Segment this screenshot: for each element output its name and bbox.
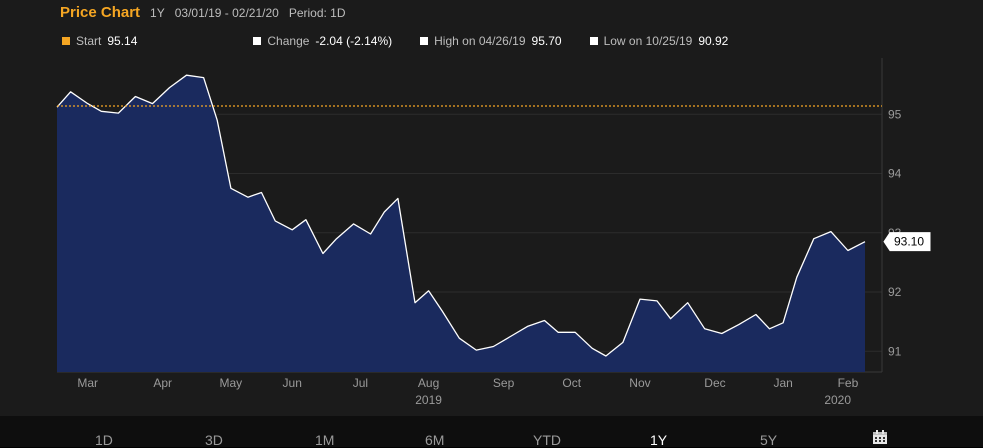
x-tick-label: Nov: [629, 376, 650, 390]
x-tick-label: Oct: [562, 376, 581, 390]
x-tick-label: Feb: [838, 376, 859, 390]
legend-low: Low on 10/25/19 90.92: [589, 34, 729, 48]
x-tick-label: Sep: [493, 376, 515, 390]
price-line: [56, 74, 866, 357]
x-tick-label: Mar: [77, 376, 98, 390]
legend-start: Start 95.14: [62, 34, 137, 48]
x-tick-label: Jan: [773, 376, 792, 390]
high-value: 95.70: [531, 34, 562, 48]
last-value-tag: [883, 232, 931, 252]
high-swatch: [420, 37, 429, 45]
range-button-3d[interactable]: 3D: [205, 432, 223, 448]
year-label: 2019: [415, 393, 442, 407]
range-indicator: 1Y: [150, 6, 165, 20]
legend-change: Change -2.04 (-2.14%): [253, 34, 392, 48]
range-selector: 1D 3D 1M 6M YTD 1Y 5Y: [0, 416, 983, 448]
range-button-6m[interactable]: 6M: [425, 432, 445, 448]
start-label: Start: [76, 34, 102, 48]
price-chart: 9192939495MarAprMayJunJulAugSepOctNovDec…: [56, 58, 931, 407]
range-button-1y[interactable]: 1Y: [650, 432, 668, 448]
low-swatch: [589, 37, 598, 45]
range-button-1m[interactable]: 1M: [315, 432, 335, 448]
low-value: 90.92: [698, 34, 729, 48]
range-button-ytd[interactable]: YTD: [533, 432, 561, 448]
change-value: -2.04 (-2.14%): [315, 34, 393, 48]
x-tick-label: Jun: [283, 376, 302, 390]
y-tick-label: 91: [888, 344, 902, 358]
chart-legend: Start 95.14 Change -2.04 (-2.14%) High o…: [62, 34, 756, 48]
y-tick-label: 95: [888, 107, 902, 121]
last-value-label: 93.10: [894, 235, 924, 249]
change-swatch: [253, 37, 262, 45]
x-tick-label: May: [220, 376, 243, 390]
range-button-5y[interactable]: 5Y: [760, 432, 778, 448]
y-tick-label: 92: [888, 285, 902, 299]
legend-high: High on 04/26/19 95.70: [420, 34, 562, 48]
calendar-icon[interactable]: [872, 430, 888, 444]
x-tick-label: Dec: [704, 376, 725, 390]
change-label: Change: [267, 34, 310, 48]
chart-header: Price Chart 1Y 03/01/19 - 02/21/20 Perio…: [60, 4, 346, 24]
low-label: Low on 10/25/19: [603, 34, 693, 48]
x-tick-label: Aug: [418, 376, 439, 390]
x-tick-label: Jul: [353, 376, 368, 390]
period-label: Period: 1D: [288, 6, 346, 20]
date-range: 03/01/19 - 02/21/20: [174, 6, 279, 20]
year-label: 2020: [824, 393, 851, 407]
high-label: High on 04/26/19: [434, 34, 526, 48]
range-button-1d[interactable]: 1D: [95, 432, 113, 448]
start-swatch: [62, 37, 70, 45]
x-tick-label: Apr: [153, 376, 172, 390]
price-area: [57, 75, 865, 372]
start-value: 95.14: [107, 34, 138, 48]
y-tick-label: 94: [888, 167, 902, 181]
chart-title: Price Chart: [60, 4, 141, 21]
